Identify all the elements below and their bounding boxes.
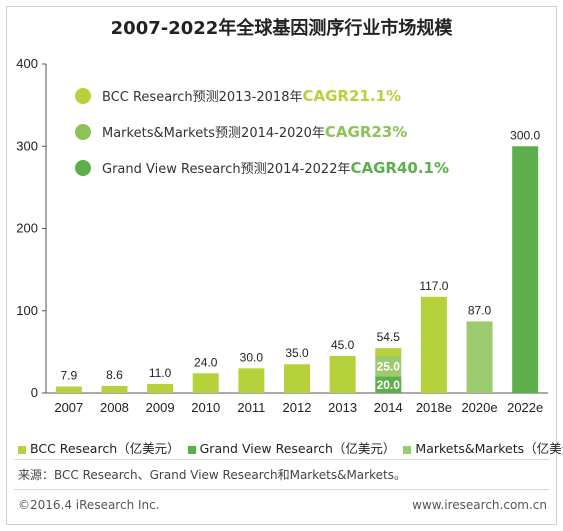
bar-2012 — [284, 364, 310, 393]
bar-2009 — [147, 383, 174, 393]
legend-item: Grand View Research（亿美元） — [187, 438, 396, 457]
bar-2020e — [466, 321, 493, 393]
y-tick-label: 100 — [16, 303, 38, 318]
legend: BCC Research（亿美元） Grand View Research（亿美元… — [18, 438, 563, 457]
annotation-source: Grand View Research预测2014-2022年 — [102, 162, 350, 177]
annotation-bullet — [75, 88, 91, 104]
bar-2008 — [101, 385, 128, 393]
annotation-cagr: CAGR21.1% — [302, 87, 401, 105]
data-label: 35.0 — [285, 346, 309, 360]
y-tick-label: 300 — [16, 138, 38, 153]
data-label: 8.6 — [106, 368, 123, 382]
y-tick-label: 200 — [16, 221, 38, 236]
data-label: 117.0 — [419, 279, 448, 293]
annotation-bullet — [75, 160, 91, 176]
data-label-inner: 25.0 — [377, 359, 401, 373]
bar-segment-2014 — [375, 348, 402, 356]
source-note: 来源：BCC Research、Grand View Research和Mark… — [18, 468, 406, 482]
data-label: 30.0 — [240, 350, 264, 364]
annotation-cagr: CAGR23% — [325, 123, 407, 141]
legend-swatch — [403, 445, 412, 454]
data-label: 54.5 — [377, 330, 401, 344]
x-tick-label: 2013 — [328, 400, 357, 415]
bar-2018e — [420, 296, 447, 393]
legend-swatch — [187, 445, 196, 454]
x-tick-label: 2018e — [416, 400, 452, 415]
website: www.iresearch.com.cn — [412, 498, 547, 512]
x-tick-label: 2008 — [100, 400, 129, 415]
x-tick-label: 2010 — [191, 400, 220, 415]
x-tick-label: 2020e — [461, 400, 497, 415]
annotation-text: BCC Research预测2013-2018年CAGR21.1% — [102, 87, 401, 105]
legend-label: Markets&Markets（亿美元） — [415, 441, 563, 456]
data-label: 87.0 — [468, 303, 492, 317]
bar-2007 — [55, 386, 82, 393]
x-tick-label: 2014 — [374, 400, 403, 415]
annotation-text: Markets&Markets预测2014-2020年CAGR23% — [102, 123, 407, 141]
bar-2013 — [329, 355, 356, 393]
data-label: 7.9 — [60, 369, 77, 383]
chart-frame — [6, 6, 557, 525]
data-label: 11.0 — [149, 366, 172, 380]
bar-segment-2014 — [375, 355, 402, 377]
annotation-source: Markets&Markets预测2014-2020年 — [102, 126, 325, 141]
annotation-text: Grand View Research预测2014-2022年CAGR40.1% — [102, 159, 449, 177]
y-tick-label: 0 — [31, 385, 38, 400]
x-tick-label: 2009 — [146, 400, 175, 415]
copyright: ©2016.4 iResearch Inc. — [18, 498, 160, 512]
data-label-inner: 20.0 — [377, 378, 401, 392]
data-label: 300.0 — [510, 128, 540, 142]
data-label: 45.0 — [331, 338, 355, 352]
bar-2010 — [192, 373, 219, 393]
x-tick-label: 2022e — [507, 400, 543, 415]
divider — [14, 489, 549, 490]
bar-2011 — [238, 368, 265, 393]
legend-item: Markets&Markets（亿美元） — [403, 438, 563, 457]
x-tick-label: 2011 — [237, 400, 265, 415]
legend-label: BCC Research（亿美元） — [30, 441, 180, 456]
annotation-cagr: CAGR40.1% — [350, 159, 449, 177]
x-tick-label: 2012 — [283, 400, 312, 415]
divider — [14, 459, 549, 460]
legend-label: Grand View Research（亿美元） — [199, 441, 396, 456]
legend-swatch — [18, 445, 26, 454]
chart-title: 2007-2022年全球基因测序行业市场规模 — [110, 18, 453, 39]
bar-segment-2014 — [375, 376, 402, 393]
annotation-source: BCC Research预测2013-2018年 — [102, 90, 302, 105]
annotation-bullet — [75, 124, 91, 140]
y-tick-label: 400 — [16, 56, 38, 71]
legend-item: BCC Research（亿美元） — [18, 438, 180, 457]
x-tick-label: 2007 — [54, 400, 83, 415]
bar-2022e — [512, 146, 539, 393]
data-label: 24.0 — [194, 355, 218, 369]
